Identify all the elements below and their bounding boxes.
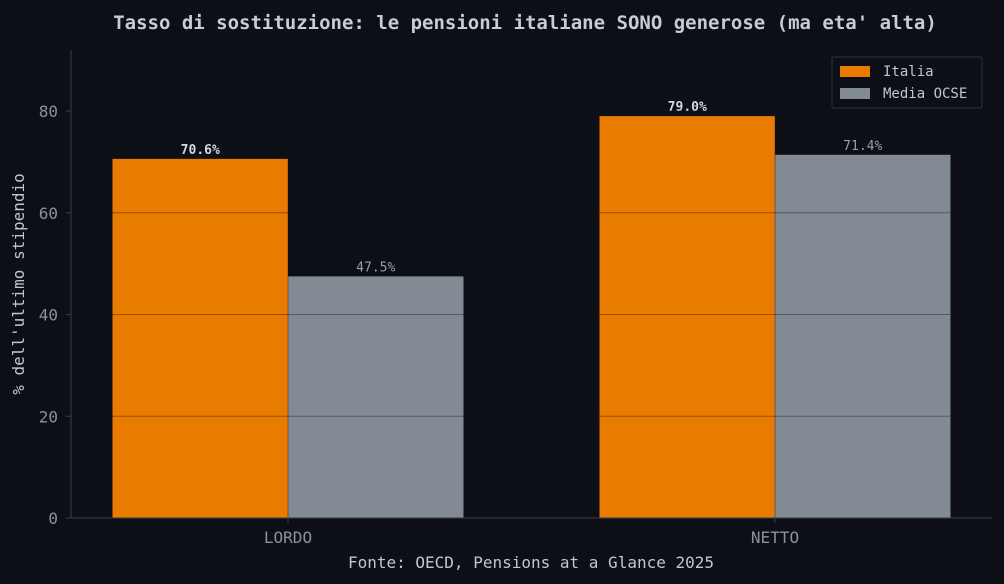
bars: 70.6% 79.0% 47.5% 71.4% bbox=[71, 50, 992, 518]
y-tick-label: 80 bbox=[39, 102, 58, 121]
y-tick-label: 60 bbox=[39, 204, 58, 223]
legend-swatch bbox=[840, 66, 870, 77]
data-label: 71.4% bbox=[843, 139, 882, 154]
x-tick-label: LORDO bbox=[264, 528, 312, 547]
axes: 0 20 40 60 80 LORDO NETTO bbox=[39, 50, 992, 547]
data-label: 47.5% bbox=[356, 260, 395, 275]
y-tick-label: 0 bbox=[48, 509, 58, 528]
bar-italia-netto bbox=[599, 116, 775, 518]
chart-title: Tasso di sostituzione: le pensioni itali… bbox=[113, 12, 937, 34]
x-axis-label: Fonte: OECD, Pensions at a Glance 2025 bbox=[348, 553, 714, 572]
x-tick-label: NETTO bbox=[751, 528, 799, 547]
legend-swatch bbox=[840, 88, 870, 99]
y-tick-label: 20 bbox=[39, 407, 58, 426]
bar-italia-lordo bbox=[112, 158, 288, 518]
legend-label: Media OCSE bbox=[883, 86, 967, 102]
bar-media-ocse-netto bbox=[775, 154, 951, 518]
legend: Italia Media OCSE bbox=[831, 56, 983, 109]
data-label: 70.6% bbox=[181, 143, 220, 158]
y-tick-label: 40 bbox=[39, 306, 58, 325]
y-axis-label: % dell'ultimo stipendio bbox=[9, 173, 28, 395]
bar-media-ocse-lordo bbox=[288, 276, 464, 518]
data-label: 79.0% bbox=[668, 100, 707, 115]
legend-label: Italia bbox=[883, 64, 934, 80]
